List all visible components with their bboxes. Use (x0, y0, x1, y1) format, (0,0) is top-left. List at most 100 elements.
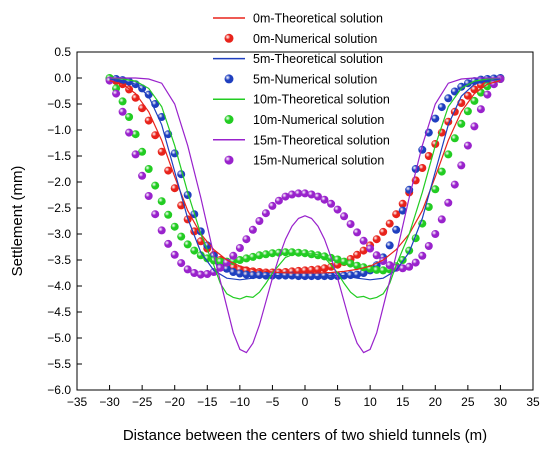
data-point (320, 264, 329, 273)
data-point (177, 232, 186, 241)
y-tick-label: −0.5 (47, 97, 71, 111)
data-point (151, 131, 160, 140)
x-axis-title: Distance between the centers of two shie… (123, 427, 487, 444)
data-point (307, 272, 316, 281)
series-line (109, 77, 501, 300)
data-point (470, 122, 479, 131)
data-point (314, 265, 322, 274)
legend: 0m-Theoretical solution 0m-Numerical solu… (213, 12, 390, 168)
data-point (431, 230, 440, 238)
data-point (157, 226, 166, 235)
data-point (248, 225, 257, 234)
data-point (385, 241, 394, 250)
data-point (450, 180, 459, 189)
data-point (385, 261, 394, 270)
data-point (157, 197, 166, 206)
y-tick-label: −1.0 (47, 123, 71, 137)
data-point (385, 219, 394, 228)
data-point (424, 242, 433, 250)
y-tick-label: −4.5 (47, 305, 71, 319)
data-point (463, 141, 472, 150)
x-tick-label: −20 (165, 395, 186, 409)
data-point (151, 181, 160, 190)
legend-marker-swatch (224, 115, 234, 124)
data-point (379, 266, 388, 275)
data-point (437, 167, 446, 176)
data-point (144, 116, 153, 125)
data-point (229, 251, 238, 260)
data-point (138, 171, 147, 180)
data-point (437, 103, 446, 112)
data-point (372, 265, 381, 274)
data-point (457, 82, 466, 91)
data-point (294, 272, 303, 281)
data-point (411, 258, 420, 267)
y-tick-label: −4.0 (47, 279, 71, 293)
data-point (261, 209, 270, 218)
data-point (470, 96, 479, 105)
data-point (314, 192, 322, 201)
data-point (125, 128, 134, 137)
series-15m-theoretical-solution (109, 77, 501, 354)
legend-item-10m-numerical-solution: 10m-Numerical solution (224, 113, 384, 127)
data-point (222, 264, 231, 273)
data-point (242, 254, 251, 263)
x-tick-label: 20 (429, 395, 443, 409)
series-5m-theoretical-solution (109, 78, 501, 281)
data-point (359, 246, 368, 255)
x-tick-label: −15 (197, 395, 218, 409)
x-tick-label: 10 (363, 395, 377, 409)
x-tick-label: 15 (396, 395, 410, 409)
data-point (268, 201, 277, 210)
data-point (431, 185, 440, 194)
data-point (450, 87, 459, 96)
data-point (164, 210, 173, 219)
data-point (333, 205, 342, 214)
data-point (450, 134, 459, 143)
legend-item-15m-numerical-solution: 15m-Numerical solution (224, 154, 384, 168)
data-point (281, 248, 290, 257)
data-point (320, 252, 329, 261)
data-point (164, 239, 173, 248)
data-point (203, 254, 212, 263)
data-point (274, 196, 283, 205)
series-line (109, 77, 501, 354)
series-layer (105, 74, 505, 354)
series-line (109, 80, 501, 274)
x-tick-label: 30 (494, 395, 508, 409)
y-tick-label: −2.5 (47, 201, 71, 215)
data-point (131, 150, 140, 159)
data-point (353, 270, 362, 279)
legend-item-5m-numerical-solution: 5m-Numerical solution (224, 72, 377, 86)
data-point (242, 270, 251, 279)
data-point (463, 107, 472, 116)
data-point (372, 251, 381, 260)
data-point (359, 269, 368, 277)
data-point (235, 244, 244, 252)
data-point (196, 270, 205, 279)
legend-label: 15m-Numerical solution (253, 154, 384, 168)
data-point (307, 190, 316, 199)
data-point (248, 252, 257, 261)
data-point (288, 190, 296, 199)
data-point (151, 210, 160, 219)
data-point (392, 225, 401, 234)
data-point (424, 152, 433, 160)
x-tick-label: −10 (230, 395, 251, 409)
data-point (431, 114, 440, 123)
data-point (294, 189, 303, 198)
data-point (333, 255, 342, 264)
data-point (457, 119, 466, 128)
data-point (444, 198, 453, 207)
y-tick-label: −2.0 (47, 175, 71, 189)
data-point (320, 195, 329, 204)
data-point (131, 130, 140, 139)
x-tick-label: −35 (67, 395, 88, 409)
data-point (164, 166, 173, 175)
data-point (144, 90, 153, 99)
legend-marker-swatch (224, 155, 234, 165)
y-tick-label: 0.0 (54, 71, 71, 85)
data-point (405, 262, 414, 271)
legend-item-0m-numerical-solution: 0m-Numerical solution (224, 32, 377, 46)
